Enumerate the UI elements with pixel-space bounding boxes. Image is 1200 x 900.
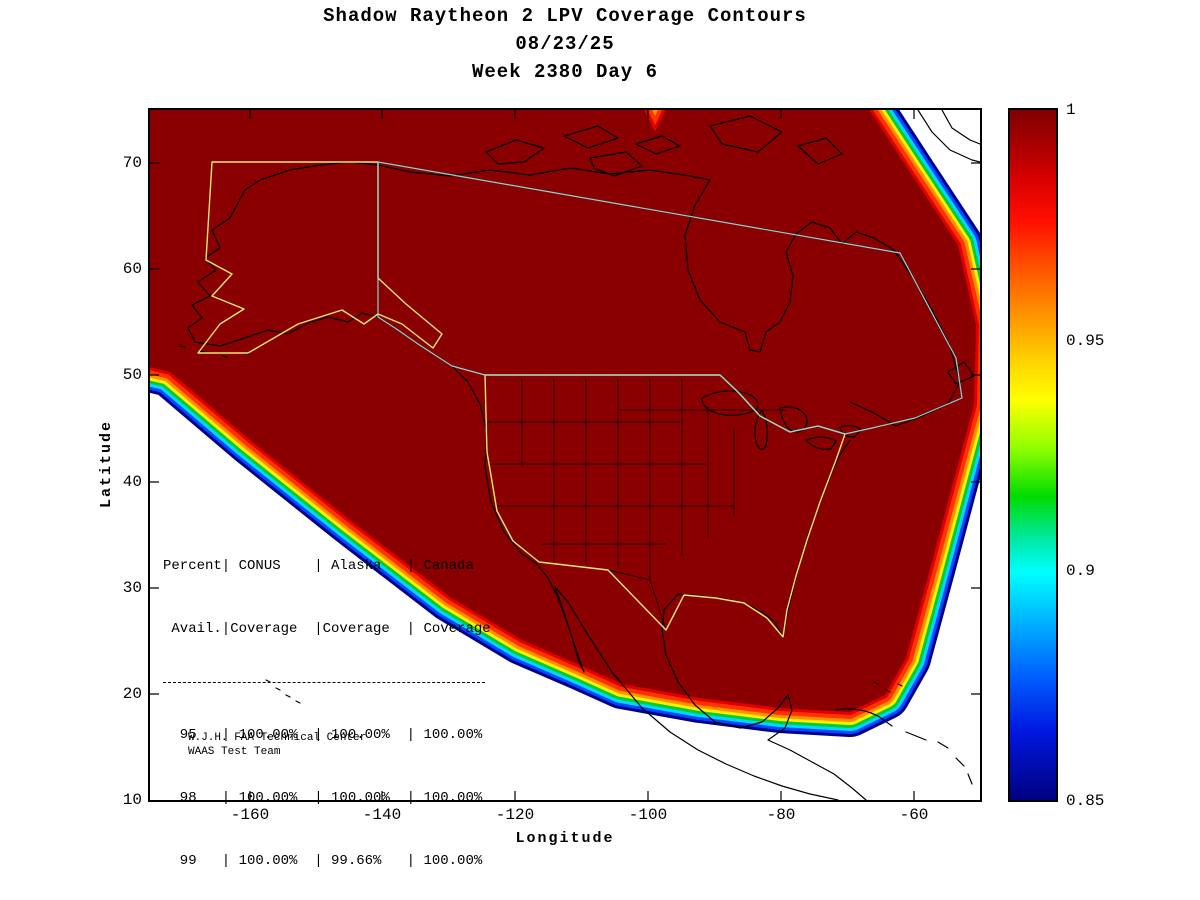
state-borders — [488, 378, 786, 631]
table-row: 99 | 100.00% | 99.66% | 100.00% — [163, 853, 483, 869]
y-tick-label: 60 — [122, 260, 142, 278]
y-tick-label: 10 — [122, 791, 142, 809]
table-header-line2: Avail.|Coverage |Coverage | Coverage — [163, 621, 491, 637]
x-tick-label: -80 — [766, 806, 796, 824]
table-separator — [163, 682, 485, 683]
alaska-boundary — [197, 161, 443, 354]
credit-line2: WAAS Test Team — [188, 746, 281, 758]
x-tick-label: -140 — [362, 806, 402, 824]
coverage-map-svg — [150, 110, 980, 800]
y-tick-label: 70 — [122, 154, 142, 172]
x-axis-label: Longitude — [515, 830, 615, 847]
arctic-hudson-labrador-coastline — [187, 161, 961, 427]
title-week-day: Week 2380 Day 6 — [471, 61, 659, 83]
y-axis-label: Latitude — [98, 419, 115, 508]
x-tick-label: -160 — [230, 806, 270, 824]
greenland-newfoundland — [917, 110, 980, 385]
y-tick-label: 40 — [122, 473, 142, 491]
table-row: 98 | 100.00% | 100.00% | 100.00% — [163, 790, 483, 806]
title-line1: Shadow Raytheon 2 LPV Coverage Contours — [323, 5, 807, 27]
colorbar-tick-label: 1 — [1066, 101, 1076, 119]
figure-title: Shadow Raytheon 2 LPV Coverage Contours … — [150, 2, 980, 86]
axis-tick-marks — [150, 110, 980, 800]
title-date: 08/23/25 — [515, 33, 615, 55]
x-tick-label: -100 — [628, 806, 668, 824]
plot-area — [148, 108, 982, 802]
x-tick-label: -120 — [495, 806, 535, 824]
arctic-islands — [485, 115, 843, 177]
coastlines — [179, 110, 980, 800]
colorbar-tick-label: 0.9 — [1066, 562, 1095, 580]
availability-table: Percent| CONUS | Alaska | Canada Avail.|… — [163, 514, 491, 900]
colorbar-tick-label: 0.85 — [1066, 792, 1105, 810]
y-tick-label: 20 — [122, 685, 142, 703]
y-tick-label: 30 — [122, 579, 142, 597]
colorbar — [1008, 108, 1058, 802]
caribbean-islands — [835, 681, 973, 785]
pacific-coastline — [194, 312, 839, 800]
canada-boundary — [377, 161, 963, 435]
x-tick-label: -60 — [899, 806, 929, 824]
canada-outline — [377, 161, 963, 435]
credit-text: W.J.H. FAA Technical Center WAAS Test Te… — [188, 731, 366, 759]
table-header-line1: Percent| CONUS | Alaska | Canada — [163, 558, 474, 574]
table-row: 95 | 100.00% | 100.00% | 100.00% — [163, 727, 483, 743]
y-tick-label: 50 — [122, 366, 142, 384]
colorbar-tick-label: 0.95 — [1066, 332, 1105, 350]
credit-line1: W.J.H. FAA Technical Center — [188, 732, 367, 744]
